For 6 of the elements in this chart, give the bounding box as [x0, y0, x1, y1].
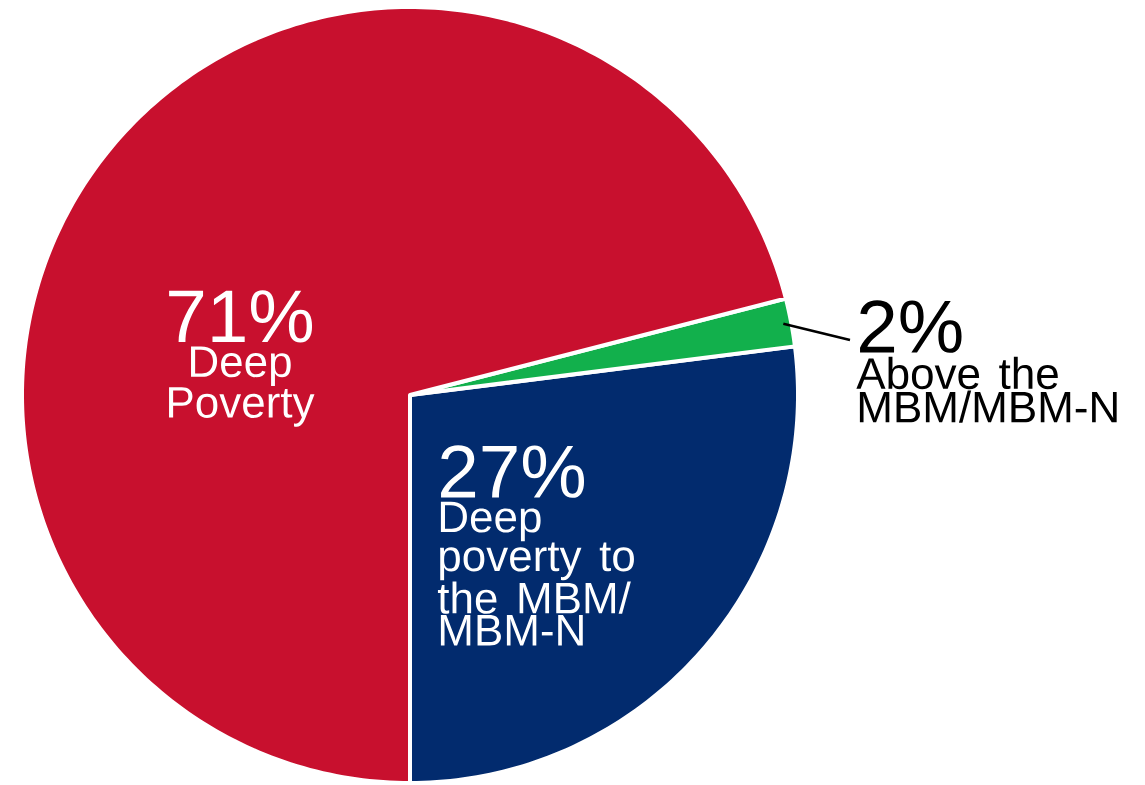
slice-label: Deep Poverty [169, 346, 315, 427]
data-label: 2% [860, 300, 962, 353]
data-label: 27% [441, 445, 585, 498]
slice-label: Deep poverty to the MBM/ MBM-N [437, 501, 634, 646]
slice-label: Above the MBM/MBM-N [856, 356, 1117, 423]
data-label: 71% [169, 290, 313, 343]
